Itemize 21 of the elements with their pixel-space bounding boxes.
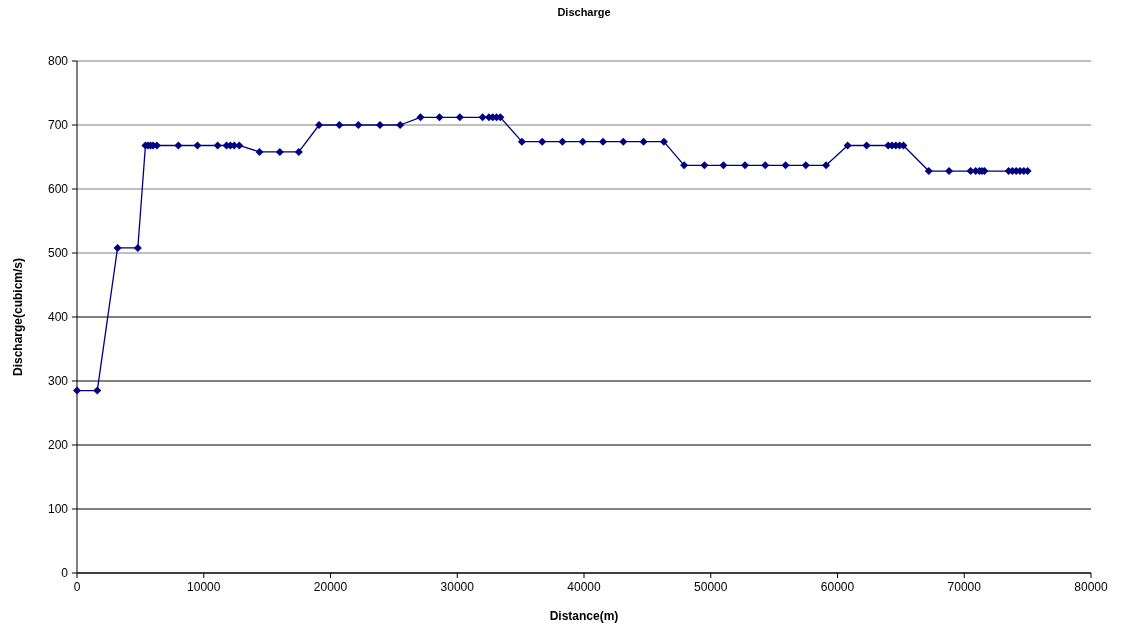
y-tick-label: 100 <box>47 502 69 517</box>
y-tick-label: 500 <box>47 246 69 261</box>
x-tick-label: 0 <box>73 580 81 594</box>
y-tick-label: 700 <box>47 118 69 133</box>
y-tick-label: 300 <box>47 374 69 389</box>
x-tick-label: 80000 <box>1074 580 1109 594</box>
x-tick-label: 40000 <box>567 580 602 594</box>
y-tick-label: 600 <box>47 182 69 197</box>
x-tick-label: 30000 <box>440 580 475 594</box>
x-tick-label: 20000 <box>313 580 348 594</box>
y-tick-label: 800 <box>47 54 69 69</box>
y-tick-label: 200 <box>47 438 69 453</box>
x-axis-title: Distance(m) <box>549 609 619 623</box>
chart-title: Discharge <box>557 6 611 18</box>
y-tick-label: 0 <box>61 566 69 581</box>
y-tick-label: 400 <box>47 310 69 325</box>
x-tick-label: 60000 <box>820 580 855 594</box>
x-tick-label: 70000 <box>947 580 982 594</box>
y-axis-title: Discharge(cubicm/s) <box>11 257 25 377</box>
x-tick-label: 50000 <box>694 580 728 594</box>
x-tick-label: 10000 <box>187 580 221 594</box>
